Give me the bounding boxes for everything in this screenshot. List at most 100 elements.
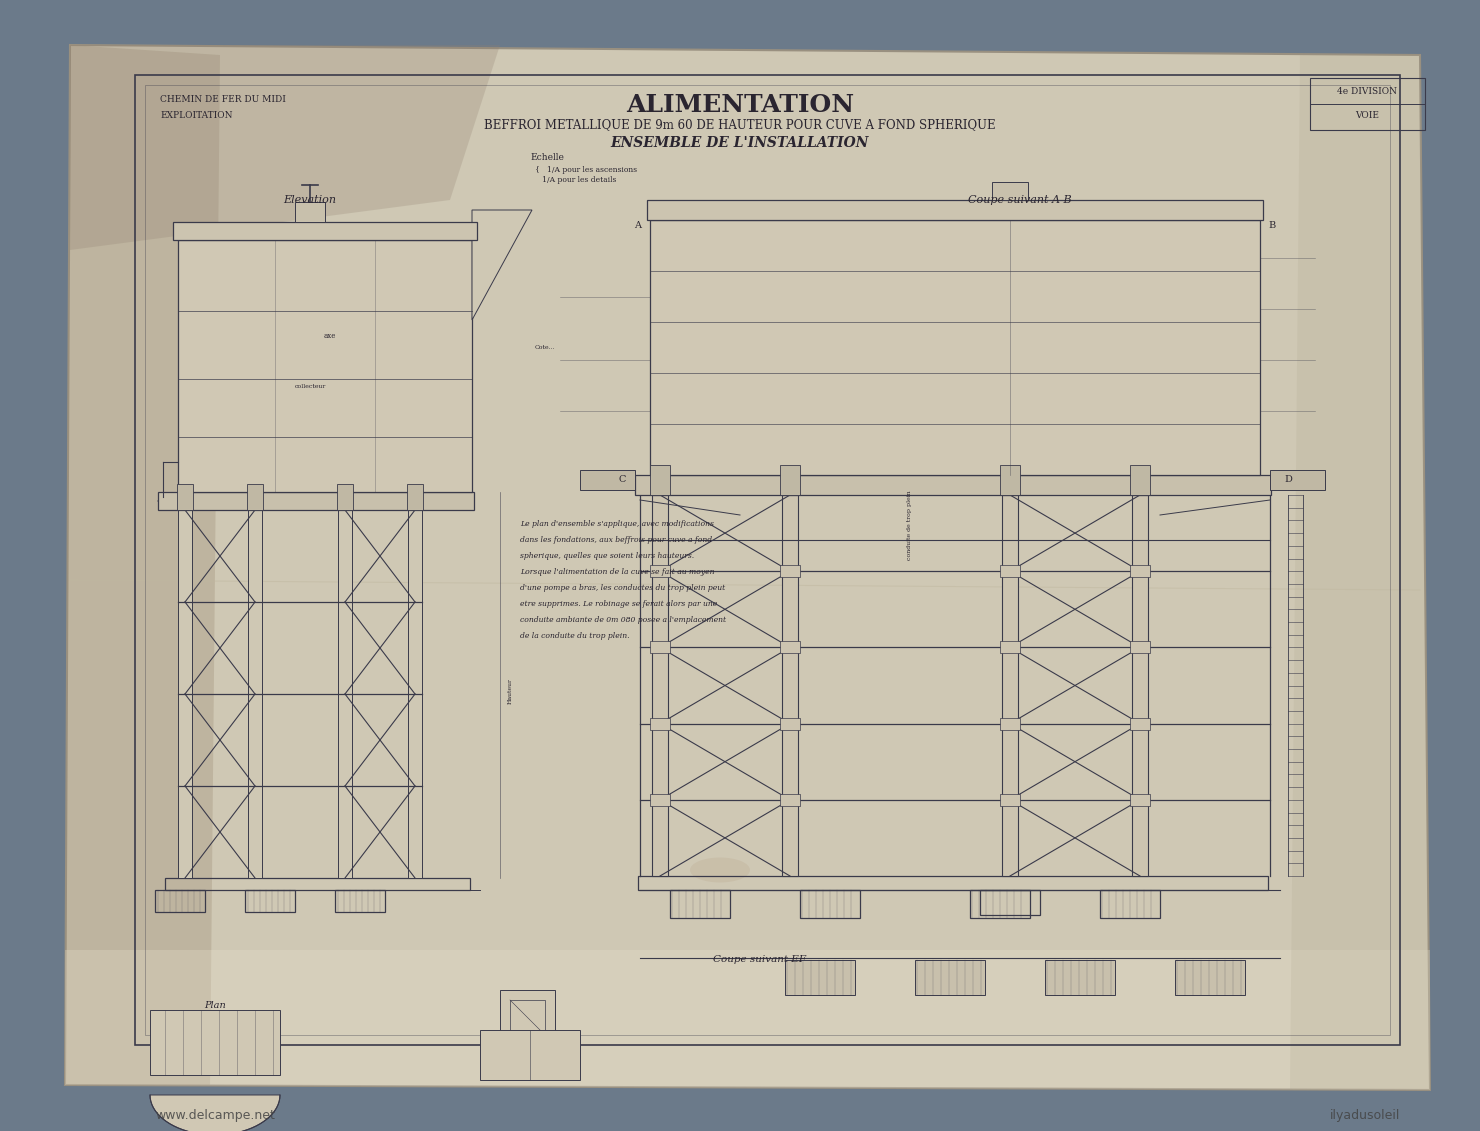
Text: C: C: [619, 475, 626, 484]
Bar: [247, 484, 263, 510]
Bar: [780, 641, 801, 654]
Bar: [135, 75, 1400, 1045]
Bar: [638, 877, 1268, 890]
Polygon shape: [65, 45, 1430, 1090]
Text: Plan: Plan: [204, 1001, 226, 1010]
Bar: [650, 794, 670, 805]
Text: B: B: [1268, 221, 1276, 230]
Bar: [511, 1000, 545, 1035]
Text: conduite ambiante de 0m 080 posee a l'emplacement: conduite ambiante de 0m 080 posee a l'em…: [519, 616, 727, 624]
Text: 4e DIVISION: 4e DIVISION: [1336, 87, 1397, 96]
Polygon shape: [65, 950, 1430, 1090]
Bar: [1002, 495, 1018, 877]
Polygon shape: [149, 1095, 280, 1131]
Bar: [992, 182, 1029, 200]
Bar: [780, 465, 801, 495]
Text: collecteur: collecteur: [295, 383, 326, 389]
Text: D: D: [1285, 475, 1292, 484]
Text: Coupe suivant EF: Coupe suivant EF: [713, 956, 807, 965]
Bar: [1000, 465, 1020, 495]
Bar: [164, 878, 471, 890]
Bar: [650, 221, 1259, 475]
Text: de la conduite du trop plein.: de la conduite du trop plein.: [519, 632, 629, 640]
Text: 1/A pour les details: 1/A pour les details: [534, 176, 616, 184]
Bar: [780, 566, 801, 577]
Ellipse shape: [690, 857, 750, 882]
Bar: [1000, 794, 1020, 805]
Text: ilyadusoleil: ilyadusoleil: [1329, 1108, 1400, 1122]
Bar: [781, 495, 798, 877]
Bar: [295, 202, 326, 222]
Bar: [173, 222, 477, 240]
Bar: [635, 475, 1271, 495]
Bar: [500, 990, 555, 1045]
Text: Cote...: Cote...: [534, 345, 555, 349]
Text: CHEMIN DE FER DU MIDI: CHEMIN DE FER DU MIDI: [160, 95, 286, 104]
Text: d'une pompe a bras, les conductes du trop plein peut: d'une pompe a bras, les conductes du tro…: [519, 584, 725, 592]
Bar: [1132, 495, 1148, 877]
Bar: [1000, 717, 1020, 729]
Bar: [334, 890, 385, 912]
Bar: [155, 890, 206, 912]
Bar: [653, 495, 667, 877]
Polygon shape: [1291, 55, 1430, 1090]
Text: EXPLOITATION: EXPLOITATION: [160, 111, 232, 120]
Bar: [1000, 566, 1020, 577]
Bar: [337, 484, 354, 510]
Bar: [915, 960, 986, 995]
Text: ALIMENTATION: ALIMENTATION: [626, 93, 854, 116]
Bar: [1270, 470, 1325, 490]
Text: www.delcampe.net: www.delcampe.net: [155, 1108, 275, 1122]
Bar: [246, 890, 295, 912]
Text: etre supprimes. Le robinage se ferait alors par une: etre supprimes. Le robinage se ferait al…: [519, 601, 718, 608]
Bar: [784, 960, 855, 995]
Polygon shape: [65, 45, 221, 1085]
Text: conduite de trop plein: conduite de trop plein: [907, 490, 913, 560]
Bar: [1100, 890, 1160, 918]
Polygon shape: [472, 210, 531, 320]
Text: Le plan d'ensemble s'applique, avec modifications: Le plan d'ensemble s'applique, avec modi…: [519, 520, 713, 528]
Text: ENSEMBLE DE L'INSTALLATION: ENSEMBLE DE L'INSTALLATION: [611, 136, 869, 150]
Bar: [178, 510, 192, 878]
Bar: [1131, 794, 1150, 805]
Bar: [1131, 641, 1150, 654]
Text: Elevation: Elevation: [284, 195, 336, 205]
Text: Coupe suivant A B: Coupe suivant A B: [968, 195, 1072, 205]
Text: Echelle: Echelle: [530, 154, 564, 163]
Bar: [1131, 717, 1150, 729]
Text: {   1/A pour les ascensions: { 1/A pour les ascensions: [534, 166, 636, 174]
Bar: [1131, 465, 1150, 495]
Bar: [1000, 641, 1020, 654]
Bar: [480, 1030, 580, 1080]
Bar: [650, 566, 670, 577]
Bar: [580, 470, 635, 490]
Text: A: A: [635, 221, 641, 230]
Text: spherique, quelles que soient leurs hauteurs.: spherique, quelles que soient leurs haut…: [519, 552, 694, 560]
Bar: [149, 1010, 280, 1074]
Bar: [980, 890, 1040, 915]
Bar: [407, 484, 423, 510]
Bar: [969, 890, 1030, 918]
Bar: [780, 794, 801, 805]
Text: Lorsque l'alimentation de la cuve se fait au moyen: Lorsque l'alimentation de la cuve se fai…: [519, 568, 715, 576]
Polygon shape: [70, 45, 500, 250]
Bar: [249, 510, 262, 878]
Bar: [1310, 78, 1425, 130]
Bar: [670, 890, 730, 918]
Bar: [1045, 960, 1114, 995]
Text: VOIE: VOIE: [1356, 112, 1379, 121]
Bar: [178, 240, 472, 492]
Bar: [1131, 566, 1150, 577]
Text: Hauteur: Hauteur: [508, 679, 514, 703]
Bar: [647, 200, 1262, 221]
Bar: [145, 85, 1390, 1035]
Bar: [650, 717, 670, 729]
Bar: [780, 717, 801, 729]
Bar: [650, 465, 670, 495]
Bar: [408, 510, 422, 878]
Bar: [1175, 960, 1245, 995]
Bar: [178, 484, 192, 510]
Text: BEFFROI METALLIQUE DE 9m 60 DE HAUTEUR POUR CUVE A FOND SPHERIQUE: BEFFROI METALLIQUE DE 9m 60 DE HAUTEUR P…: [484, 119, 996, 131]
Bar: [158, 492, 474, 510]
Text: axe: axe: [324, 333, 336, 340]
